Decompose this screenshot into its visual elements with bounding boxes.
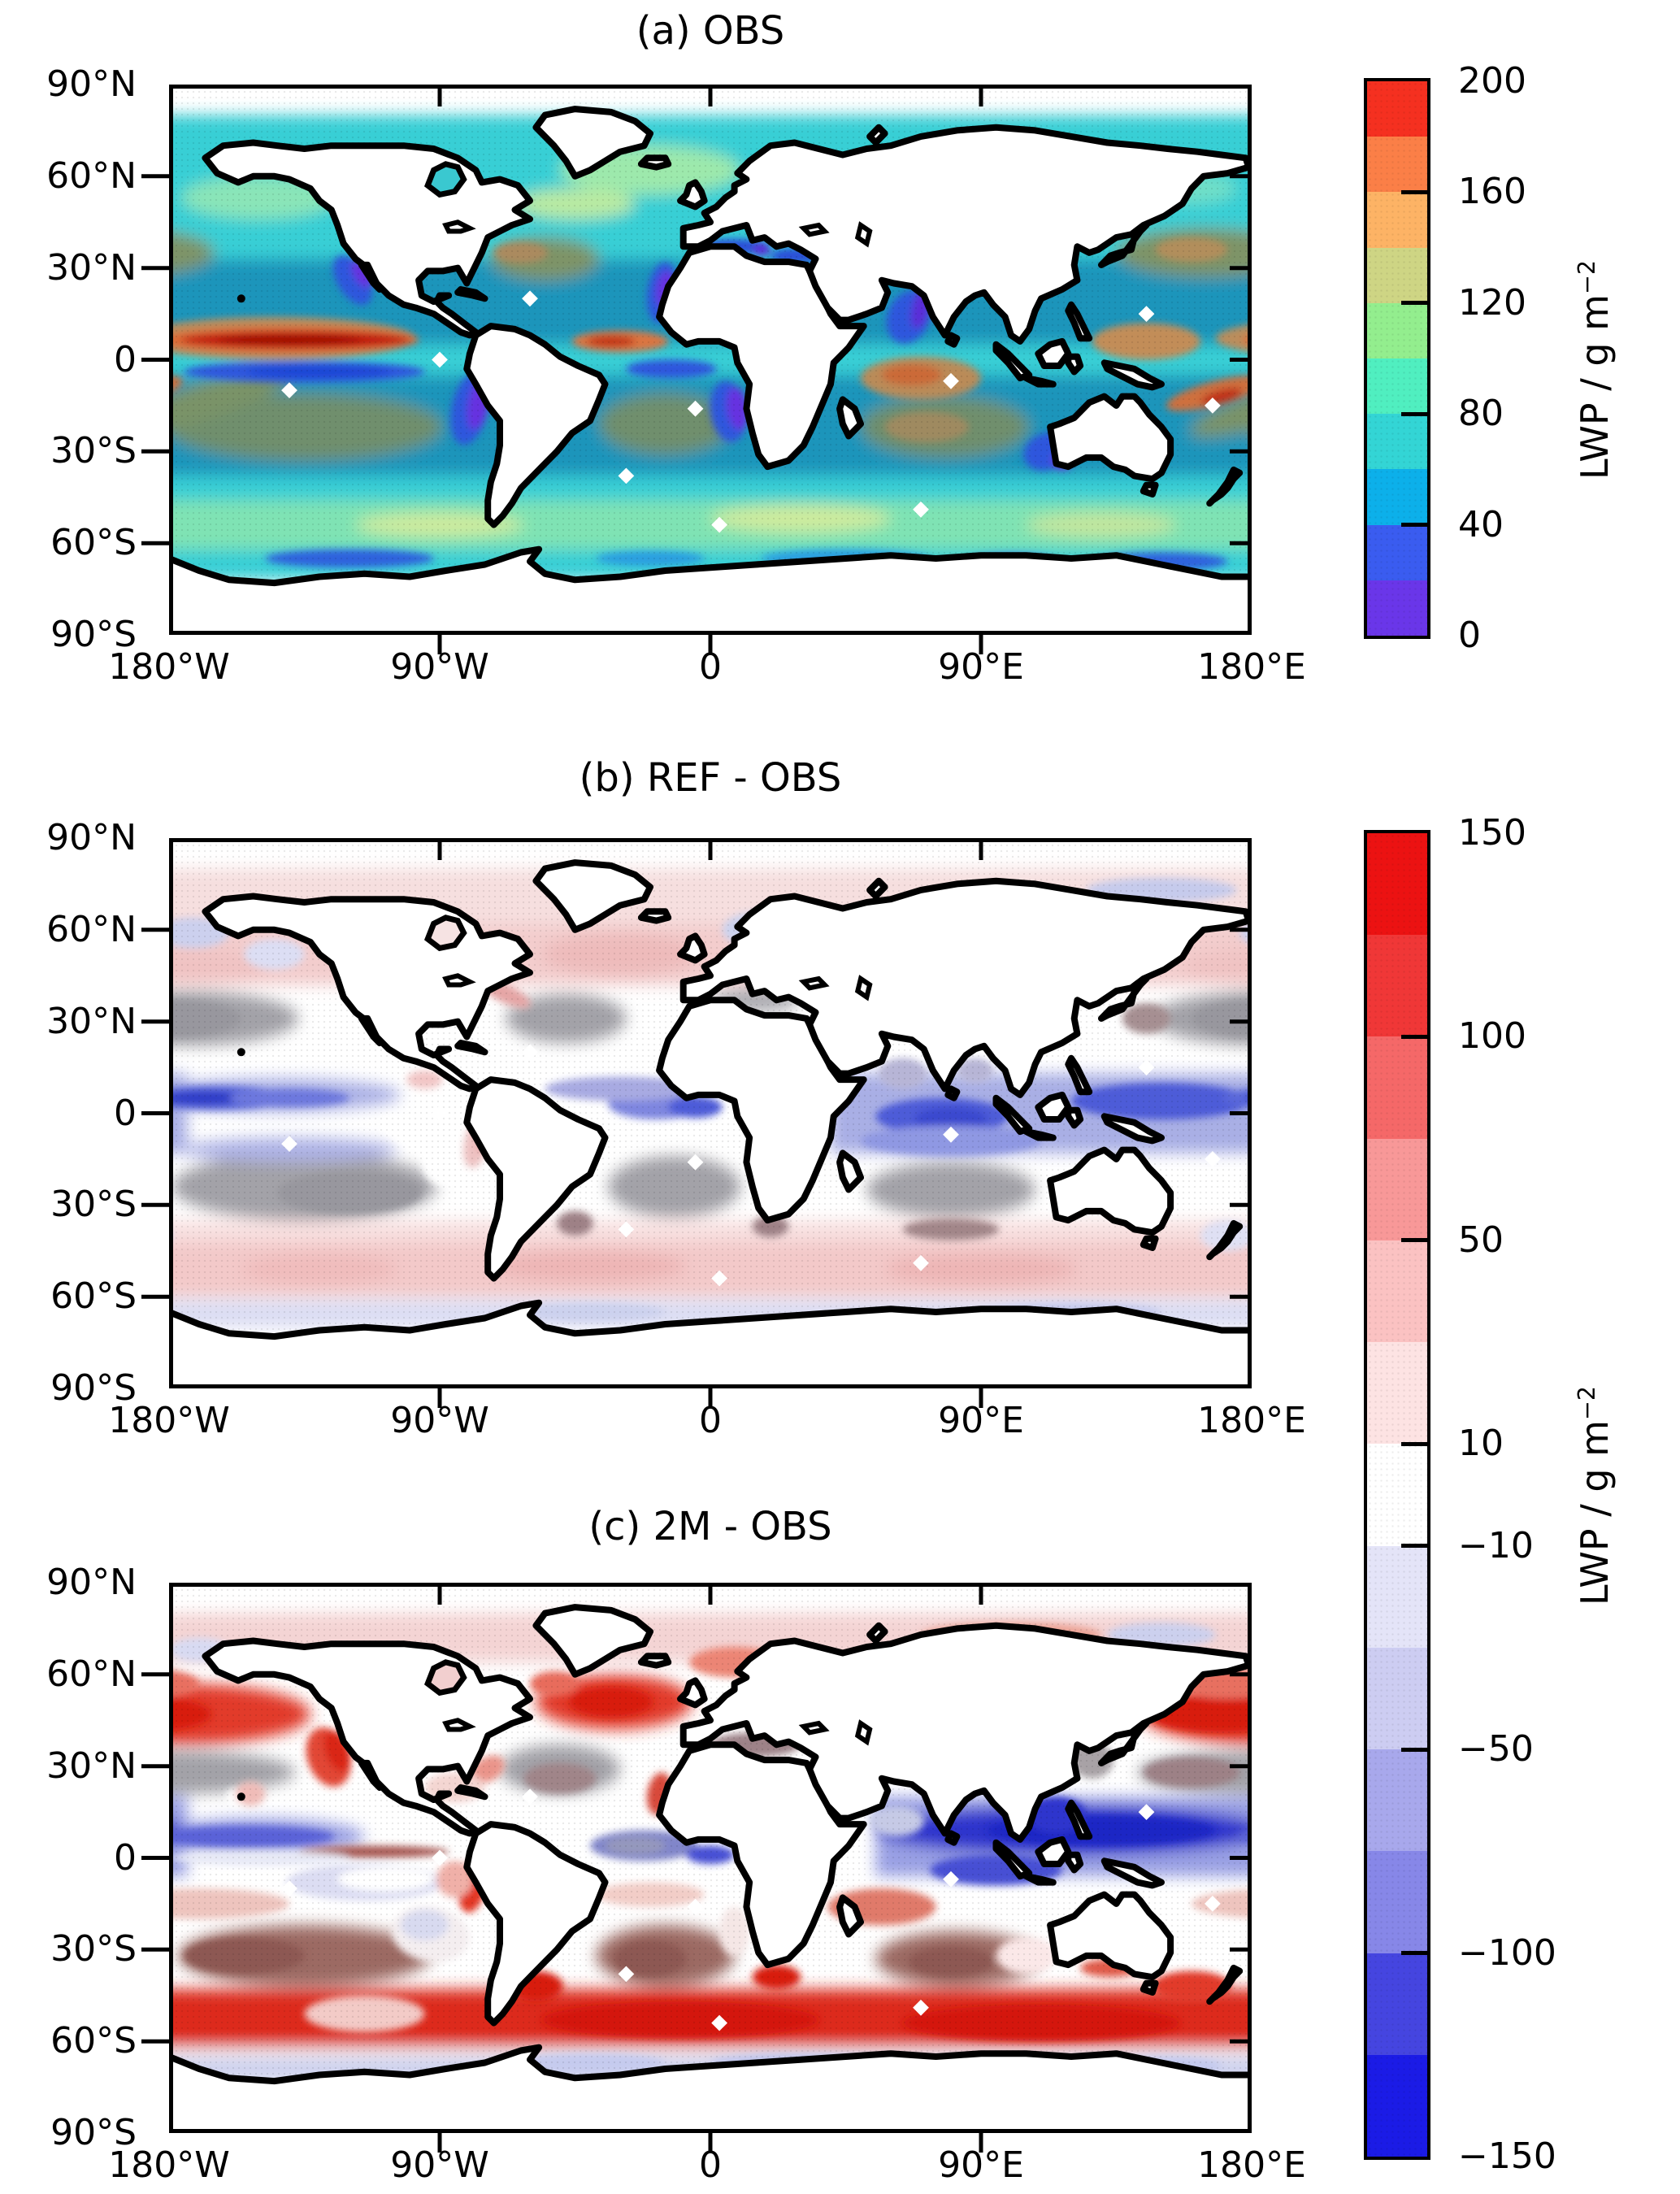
panel-c-map — [141, 1583, 1252, 2153]
colorbar-a-unit-text: LWP / g m — [1573, 294, 1617, 480]
colorbar-tick-label: 150 — [1458, 812, 1526, 854]
colorbar-tick-mark — [1401, 1747, 1427, 1752]
panel-a-lat-label: 30°S — [50, 430, 137, 472]
panel-a-lon-label: 180°E — [1197, 646, 1306, 688]
colorbar-tick-label: −100 — [1458, 1931, 1556, 1974]
colorbar-diff — [1364, 830, 1430, 2160]
panel-a-lat-label: 60°S — [50, 522, 137, 564]
panel-c-lon-label: 90°W — [390, 2144, 489, 2186]
colorbar-tick-mark — [1401, 1238, 1427, 1243]
panel-a-lat-label: 30°N — [46, 246, 137, 289]
colorbar-tick-label: −50 — [1458, 1728, 1534, 1770]
panel-b-lat-label: 60°N — [46, 908, 137, 950]
colorbar-tick-mark — [1401, 523, 1427, 528]
colorbar-segment — [1367, 1545, 1427, 1648]
panel-b-map — [141, 838, 1252, 1408]
colorbar-tick-mark — [1401, 411, 1427, 416]
panel-a-lon-label: 180°W — [108, 646, 230, 688]
colorbar-segment — [1367, 833, 1427, 936]
panel-c-lon-label: 180°E — [1197, 2144, 1306, 2186]
colorbar-segment — [1367, 358, 1427, 415]
colorbar-diff-unit-text: LWP / g m — [1573, 1420, 1617, 1606]
colorbar-segment — [1367, 302, 1427, 359]
colorbar-segment — [1367, 1240, 1427, 1343]
colorbar-segment — [1367, 81, 1427, 137]
panel-c-lon-label: 0 — [699, 2144, 722, 2186]
panel-c-lat-label: 0 — [114, 1836, 137, 1879]
panel-b-lon-label: 90°W — [390, 1400, 489, 1441]
colorbar-segment — [1367, 1749, 1427, 1852]
panel-b-lat-label: 90°S — [50, 1367, 137, 1409]
panel-c-title: (c) 2M - OBS — [588, 1504, 832, 1549]
panel-b-lon-label: 180°E — [1197, 1400, 1306, 1441]
panel-a-lat-label: 90°S — [50, 614, 137, 655]
colorbar-tick-label: 80 — [1458, 393, 1504, 435]
colorbar-tick-label: 120 — [1458, 281, 1526, 324]
colorbar-segment — [1367, 137, 1427, 193]
panel-b-lat-label: 30°N — [46, 1000, 137, 1042]
panel-a-title: (a) OBS — [636, 8, 785, 54]
colorbar-diff-unit-exponent: −2 — [1573, 1385, 1600, 1421]
panel-b-lon-label: 180°W — [108, 1400, 230, 1441]
colorbar-a-unit-label: LWP / g m−2 — [1573, 259, 1617, 480]
colorbar-segment — [1367, 935, 1427, 1037]
panel-a-lat-label: 60°N — [46, 154, 137, 197]
panel-a-lon-label: 90°W — [390, 646, 489, 688]
panel-c-lat-label: 90°S — [50, 2112, 137, 2153]
colorbar-segment — [1367, 1138, 1427, 1240]
colorbar-tick-label: 50 — [1458, 1219, 1504, 1261]
colorbar-tick-mark — [1401, 1034, 1427, 1039]
panel-b-lon-label: 90°E — [938, 1400, 1024, 1441]
colorbar-tick-label: 40 — [1458, 503, 1504, 545]
panel-c-lat-label: 60°N — [46, 1653, 137, 1695]
colorbar-segment — [1367, 247, 1427, 303]
colorbar-segment — [1367, 192, 1427, 248]
colorbar-segment — [1367, 2054, 1427, 2157]
colorbar-tick-label: −150 — [1458, 2135, 1556, 2177]
colorbar-segment — [1367, 1953, 1427, 2055]
colorbar-tick-label: 100 — [1458, 1015, 1526, 1058]
panel-c-lat-label: 30°S — [50, 1928, 137, 1970]
colorbar-segment — [1367, 1036, 1427, 1139]
panel-a-lat-label: 0 — [114, 338, 137, 380]
colorbar-segment — [1367, 524, 1427, 580]
panel-b-lon-label: 0 — [699, 1400, 722, 1441]
panel-c-lon-label: 90°E — [938, 2144, 1024, 2186]
colorbar-tick-label: 160 — [1458, 171, 1526, 213]
colorbar-tick-mark — [1401, 189, 1427, 194]
colorbar-segment — [1367, 580, 1427, 636]
panel-c-lat-label: 60°S — [50, 2020, 137, 2062]
panel-b-lat-label: 30°S — [50, 1184, 137, 1226]
panel-a-map — [141, 85, 1252, 654]
colorbar-obs — [1364, 78, 1430, 639]
panel-a-lon-label: 90°E — [938, 646, 1024, 688]
colorbar-tick-mark — [1401, 301, 1427, 306]
colorbar-tick-label: −10 — [1458, 1524, 1534, 1566]
colorbar-segment — [1367, 1342, 1427, 1445]
colorbar-segment — [1367, 1851, 1427, 1953]
colorbar-tick-mark — [1401, 1441, 1427, 1446]
panel-c-lat-label: 90°N — [46, 1562, 137, 1603]
colorbar-tick-mark — [1401, 1951, 1427, 1956]
colorbar-tick-label: 200 — [1458, 60, 1526, 102]
colorbar-segment — [1367, 469, 1427, 525]
panel-b-lat-label: 90°N — [46, 817, 137, 858]
colorbar-tick-label: 0 — [1458, 615, 1481, 656]
panel-b-lat-label: 60°S — [50, 1275, 137, 1318]
panel-c-lat-label: 30°N — [46, 1744, 137, 1787]
colorbar-tick-mark — [1401, 1544, 1427, 1549]
colorbar-tick-label: 10 — [1458, 1423, 1504, 1465]
colorbar-diff-unit-label: LWP / g m−2 — [1573, 1385, 1617, 1605]
panel-b-lat-label: 0 — [114, 1092, 137, 1134]
colorbar-segment — [1367, 1647, 1427, 1750]
colorbar-a-unit-exponent: −2 — [1573, 259, 1600, 295]
panel-a-lon-label: 0 — [699, 646, 722, 688]
panel-c-lon-label: 180°W — [108, 2144, 230, 2186]
colorbar-segment — [1367, 414, 1427, 470]
panel-a-lat-label: 90°N — [46, 63, 137, 105]
colorbar-segment — [1367, 1444, 1427, 1546]
panel-b-title: (b) REF - OBS — [579, 755, 842, 801]
